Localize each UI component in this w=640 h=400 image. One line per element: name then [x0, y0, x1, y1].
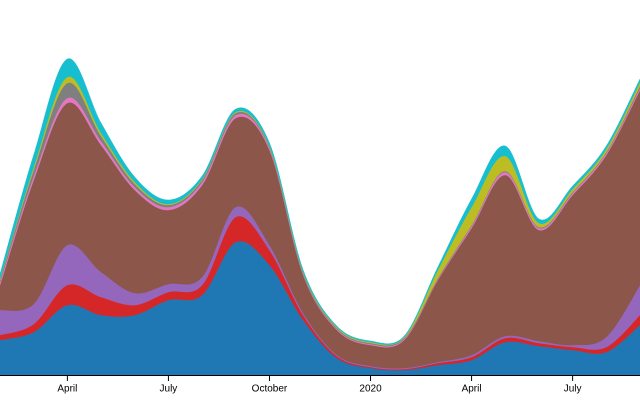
areas: [0, 58, 640, 376]
x-tick-label: July: [160, 384, 178, 395]
x-tick-label: October: [252, 384, 288, 395]
x-tick-label: April: [462, 384, 482, 395]
x-tick-label: April: [57, 384, 77, 395]
x-tick-label: 2020: [359, 384, 382, 395]
x-tick-label: July: [564, 384, 582, 395]
